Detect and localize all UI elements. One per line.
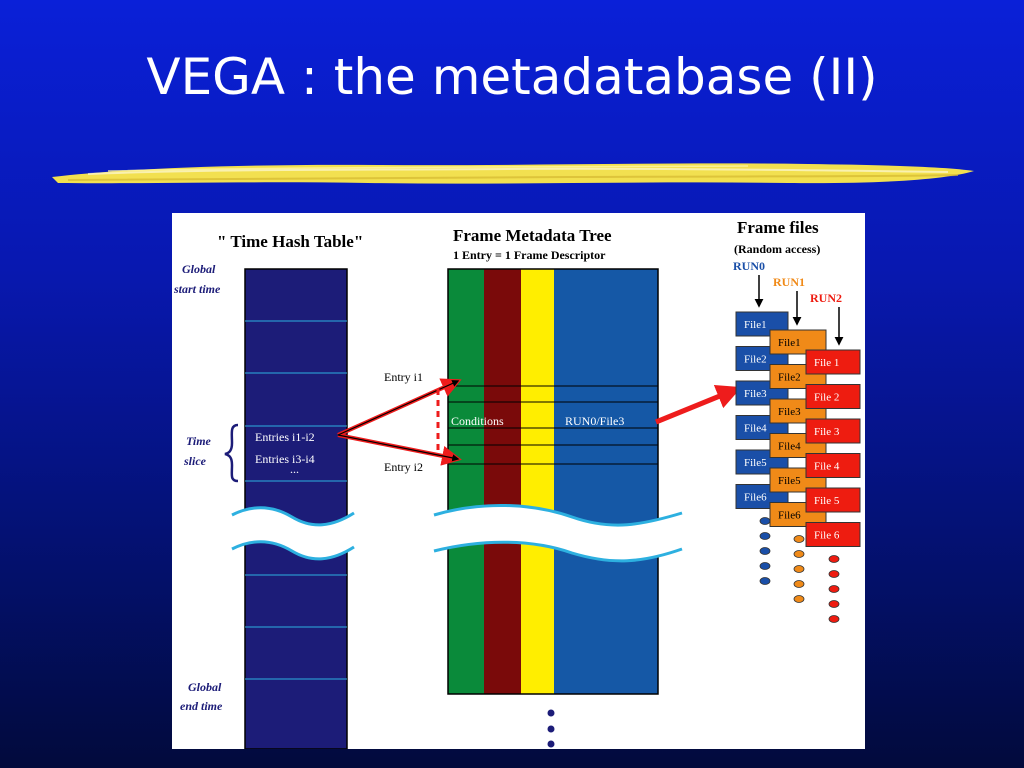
- file-box-label: File5: [778, 475, 801, 487]
- frame-files-title: Frame files: [737, 218, 819, 237]
- time-slice-label-line2: slice: [183, 454, 207, 468]
- continuation-dot: [793, 565, 805, 573]
- file-box-label: File4: [778, 441, 801, 453]
- metadata-tree-subtitle: 1 Entry = 1 Frame Descriptor: [453, 248, 606, 262]
- file-box-label: File6: [778, 510, 801, 522]
- file-box-label: File4: [744, 423, 767, 435]
- metadata-tree-title: Frame Metadata Tree: [453, 226, 612, 245]
- continuation-dot: [793, 595, 805, 603]
- hash-entry-1: Entries i1-i2: [255, 430, 315, 444]
- metadata-tree-break: [433, 504, 683, 563]
- continuation-dot: [759, 577, 771, 585]
- tree-col-darkred: [484, 269, 521, 694]
- file-box: [805, 487, 861, 513]
- tree-conditions-label: Conditions: [451, 414, 504, 428]
- hash-table-row-dividers: [245, 320, 347, 680]
- continuation-dot: [793, 550, 805, 558]
- file-box: [805, 522, 861, 547]
- hash-entry-ellipsis: ...: [290, 462, 299, 476]
- time-slice-brace: [224, 423, 239, 483]
- file-box-label: File1: [744, 319, 767, 331]
- run-columns: RUN0 File1 File2 File3 File4 File5 File6 RUN1 Fi…: [733, 259, 861, 623]
- hash-table-break: [231, 506, 355, 561]
- vega-metadatabase-diagram: " Time Hash Table" Global start time Tim…: [172, 213, 865, 749]
- file-box: [805, 453, 861, 478]
- metadata-tree-columns: [447, 268, 659, 695]
- hash-entry-2: Entries i3-i4: [255, 452, 315, 466]
- global-start-label-line2: start time: [173, 282, 221, 296]
- tree-run-file-label: RUN0/File3: [565, 414, 624, 428]
- file-box: [805, 349, 861, 375]
- continuation-dot: [828, 600, 840, 608]
- tree-col-yellow: [521, 269, 554, 694]
- run-label: RUN1: [773, 275, 805, 289]
- run-label: RUN2: [810, 291, 842, 305]
- run-column-run2: RUN2 File 1 File 2 File 3 File 4 File 5 File 6: [805, 291, 861, 623]
- file-box-label: File2: [744, 354, 767, 366]
- continuation-dot: [759, 517, 771, 525]
- yellow-brush-stroke: [52, 163, 974, 184]
- file-box-label: File5: [744, 457, 767, 469]
- continuation-dot: [793, 535, 805, 543]
- file-box: [805, 418, 861, 444]
- continuation-dot: [759, 547, 771, 555]
- file-box-label: File3: [744, 388, 767, 400]
- tree-to-file-arrow: [655, 384, 742, 425]
- metadata-tree-row-lines: [448, 385, 658, 465]
- continuation-dot: [828, 555, 840, 563]
- file-box: [805, 384, 861, 409]
- global-end-label-line1: Global: [188, 680, 222, 694]
- file-box-label: File6: [744, 492, 767, 504]
- continuation-dot: [759, 532, 771, 540]
- metadata-tree-continuation-dots: [547, 709, 555, 748]
- time-slice-label-line1: Time: [186, 434, 212, 448]
- entry-i2-label: Entry i2: [384, 460, 423, 474]
- frame-files-subtitle: (Random access): [734, 242, 820, 256]
- file-box-label: File3: [778, 406, 801, 418]
- continuation-dot: [759, 562, 771, 570]
- file-box-label: File2: [778, 372, 801, 384]
- hash-to-tree-arrows: [337, 378, 462, 466]
- hash-table-continuation-dots: [290, 709, 298, 748]
- run-column-run1: RUN1 File1 File2 File3 File4 File5 File6: [769, 275, 827, 603]
- file-box-label: File 3: [814, 426, 840, 438]
- time-slice-label: Time slice: [183, 434, 212, 468]
- continuation-dot: [828, 570, 840, 578]
- slide-title: VEGA : the metadatabase (II): [146, 48, 878, 106]
- file-box-label: File 2: [814, 392, 839, 404]
- file-box-label: File1: [778, 337, 801, 349]
- global-start-label-line1: Global: [182, 262, 216, 276]
- tree-col-blue: [554, 269, 658, 694]
- tree-col-green: [448, 269, 484, 694]
- file-box-label: File 1: [814, 357, 839, 369]
- continuation-dot: [828, 585, 840, 593]
- file-box-label: File 4: [814, 461, 840, 473]
- continuation-dot: [828, 615, 840, 623]
- global-end-label-line2: end time: [180, 699, 223, 713]
- global-end-label: Global end time: [180, 680, 223, 713]
- entry-i1-label: Entry i1: [384, 370, 423, 384]
- run-label: RUN0: [733, 259, 765, 273]
- file-box-label: File 6: [814, 530, 840, 542]
- file-box-label: File 5: [814, 495, 840, 507]
- continuation-dot: [793, 580, 805, 588]
- global-start-label: Global start time: [173, 262, 221, 296]
- hash-table-title: " Time Hash Table": [217, 232, 363, 251]
